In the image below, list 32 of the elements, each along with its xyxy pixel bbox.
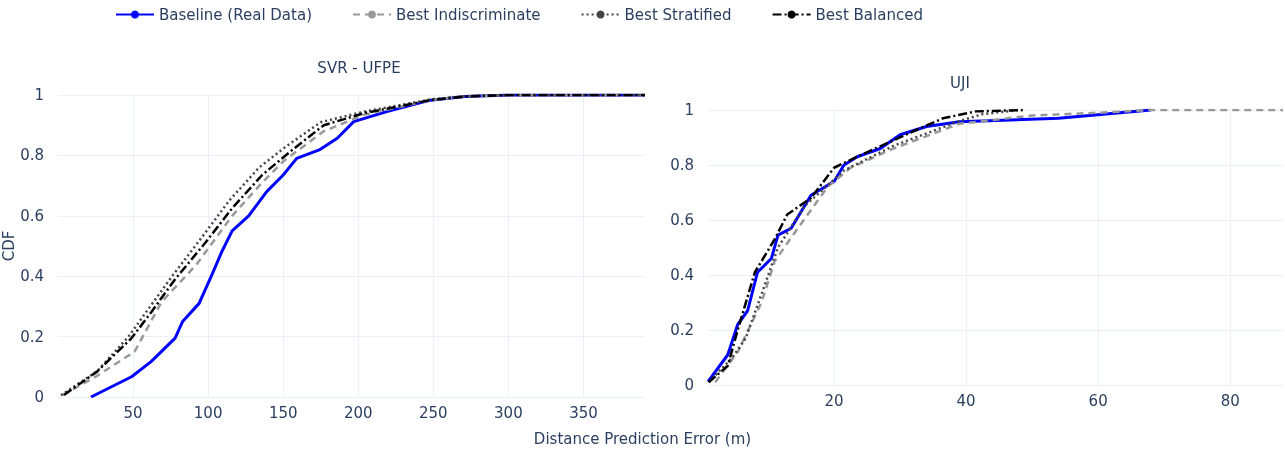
y-tick-label: 0.8 xyxy=(670,156,694,174)
line-series xyxy=(714,108,1285,384)
y-tick-label: 0.6 xyxy=(670,211,694,229)
y-tick-label: 0.2 xyxy=(670,321,694,339)
x-tick-label: 80 xyxy=(1220,391,1240,410)
x-tick-label: 150 xyxy=(268,403,298,422)
x-tick-label: 20 xyxy=(824,391,844,410)
legend-label: Baseline (Real Data) xyxy=(159,5,312,24)
y-axis-title: CDF xyxy=(0,230,18,262)
chart-title: UJI xyxy=(950,73,970,92)
y-tick-label: 0 xyxy=(34,388,44,406)
chart-title: SVR - UFPE xyxy=(317,58,401,77)
y-tick-label: 1 xyxy=(684,101,694,119)
x-tick-label: 60 xyxy=(1088,391,1108,410)
y-tick-label: 0.4 xyxy=(20,267,44,286)
x-tick-label: 40 xyxy=(956,391,976,410)
legend-label: Best Stratified xyxy=(624,5,732,24)
x-tick-label: 350 xyxy=(569,403,598,422)
y-tick-label: 0.2 xyxy=(20,327,44,346)
y-tick-label: 1 xyxy=(34,86,44,104)
y-tick-label: 0 xyxy=(684,376,694,394)
x-tick-label: 200 xyxy=(343,403,373,422)
x-tick-label: 50 xyxy=(123,403,143,422)
y-tick-label: 0.4 xyxy=(670,266,694,284)
x-tick-label: 300 xyxy=(494,403,523,422)
y-tick-label: 0.8 xyxy=(20,146,44,165)
legend-label: Best Indiscriminate xyxy=(395,5,541,24)
x-tick-label: 250 xyxy=(419,403,448,422)
legend-label: Best Balanced xyxy=(815,5,923,24)
x-tick-label: 100 xyxy=(193,403,223,422)
x-axis-title: Distance Prediction Error (m) xyxy=(532,430,753,448)
y-tick-label: 0.6 xyxy=(20,206,44,225)
